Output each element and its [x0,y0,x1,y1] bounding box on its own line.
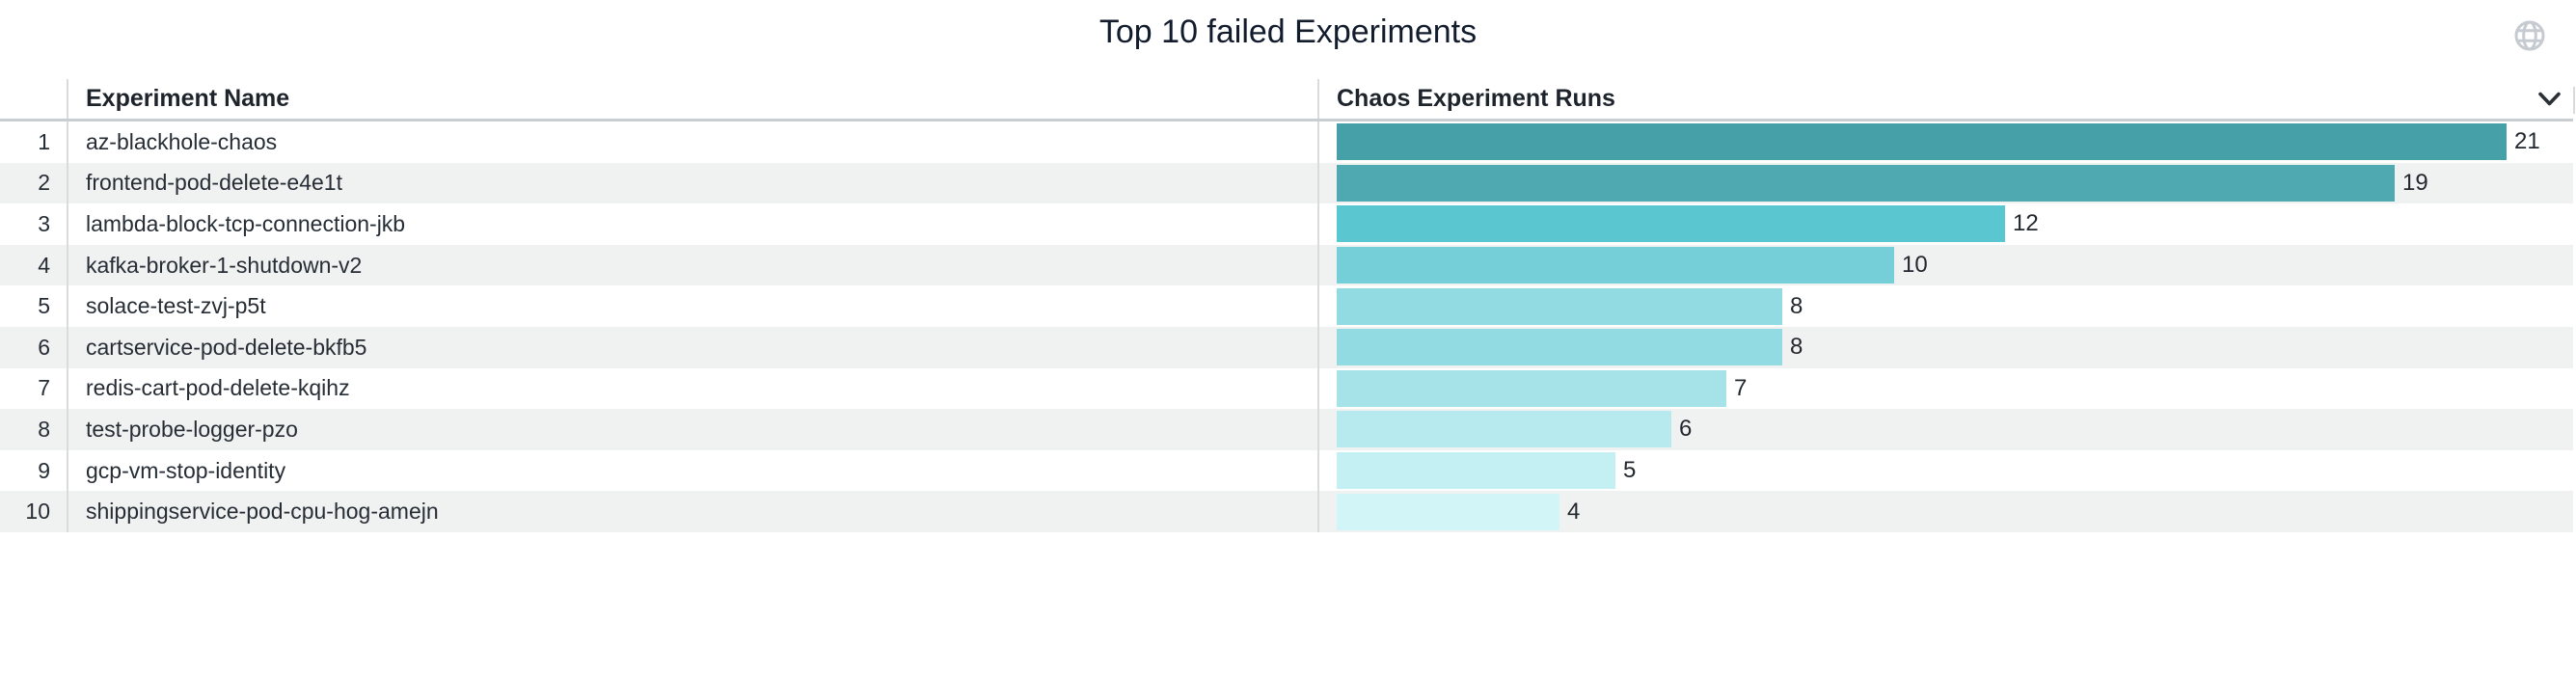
runs-value-label: 12 [2013,210,2039,237]
row-rank: 8 [0,409,68,450]
runs-value-label: 5 [1623,457,1637,484]
experiment-name-header-label: Experiment Name [86,85,290,112]
runs-gauge-cell: 8 [1319,327,2573,368]
table-row: 9 gcp-vm-stop-identity 5 [0,449,2573,492]
rank-column-header [0,79,68,119]
runs-gauge-cell: 4 [1319,491,2573,532]
row-rank: 9 [0,449,68,492]
runs-value-label: 8 [1790,334,1803,361]
experiment-name-cell: kafka-broker-1-shutdown-v2 [68,244,1319,286]
panel-title: Top 10 failed Experiments [1098,14,1478,50]
table-row: 6 cartservice-pod-delete-bkfb5 8 [0,326,2573,368]
runs-bar [1337,493,1559,530]
runs-bar [1337,329,1782,366]
runs-value-label: 21 [2514,128,2540,155]
runs-bar [1337,287,1782,325]
table-body: 1 az-blackhole-chaos 21 2 frontend-pod-d… [0,122,2573,532]
runs-gauge-cell: 7 [1319,368,2573,410]
table-row: 3 lambda-block-tcp-connection-jkb 12 [0,203,2573,245]
runs-bar [1337,369,1726,407]
experiment-name-cell: frontend-pod-delete-e4e1t [68,162,1319,204]
column-header-experiment-name[interactable]: Experiment Name [68,79,1319,119]
runs-gauge-cell: 8 [1319,285,2573,327]
experiment-name-cell: gcp-vm-stop-identity [68,449,1319,492]
row-rank: 7 [0,367,68,410]
runs-gauge-cell: 19 [1319,163,2573,204]
row-rank: 1 [0,122,68,163]
experiment-name-cell: redis-cart-pod-delete-kqihz [68,367,1319,410]
row-rank: 4 [0,244,68,286]
experiment-name-cell: shippingservice-pod-cpu-hog-amejn [68,491,1319,532]
runs-value-label: 7 [1734,374,1748,401]
runs-gauge-cell: 10 [1319,245,2573,286]
runs-value-label: 10 [1902,252,1928,279]
row-rank: 10 [0,491,68,532]
runs-bar [1337,411,1671,448]
table-row: 2 frontend-pod-delete-e4e1t 19 [0,162,2573,204]
row-rank: 2 [0,162,68,204]
top10-failed-experiments-table: Experiment Name Chaos Experiment Runs 1 … [0,79,2573,532]
chaos-experiment-runs-header-label: Chaos Experiment Runs [1337,85,1615,112]
runs-gauge-cell: 6 [1319,409,2573,450]
column-header-chaos-experiment-runs[interactable]: Chaos Experiment Runs [1319,79,2573,119]
runs-value-label: 8 [1790,292,1803,319]
table-row: 8 test-probe-logger-pzo 6 [0,409,2573,450]
row-rank: 3 [0,203,68,245]
experiment-name-cell: cartservice-pod-delete-bkfb5 [68,326,1319,368]
globe-icon[interactable] [2513,19,2546,52]
row-rank: 5 [0,285,68,327]
runs-gauge-cell: 21 [1319,122,2573,163]
experiment-name-cell: solace-test-zvj-p5t [68,285,1319,327]
experiment-name-cell: test-probe-logger-pzo [68,409,1319,450]
chevron-down-icon[interactable] [2538,92,2561,107]
runs-bar [1337,205,2005,243]
runs-gauge-cell: 12 [1319,203,2573,245]
experiment-name-cell: lambda-block-tcp-connection-jkb [68,203,1319,245]
runs-bar [1337,123,2507,161]
table-row: 5 solace-test-zvj-p5t 8 [0,285,2573,327]
runs-bar [1337,164,2395,202]
table-row: 1 az-blackhole-chaos 21 [0,122,2573,163]
runs-value-label: 6 [1679,416,1693,443]
row-rank: 6 [0,326,68,368]
table-header-row: Experiment Name Chaos Experiment Runs [0,79,2573,122]
runs-bar [1337,247,1894,284]
runs-gauge-cell: 5 [1319,450,2573,492]
scrollbar[interactable] [2573,87,2575,114]
experiment-name-cell: az-blackhole-chaos [68,122,1319,163]
table-row: 7 redis-cart-pod-delete-kqihz 7 [0,367,2573,410]
runs-bar [1337,452,1615,490]
table-row: 4 kafka-broker-1-shutdown-v2 10 [0,244,2573,286]
table-row: 10 shippingservice-pod-cpu-hog-amejn 4 [0,491,2573,532]
runs-value-label: 4 [1567,498,1581,525]
runs-value-label: 19 [2402,169,2428,196]
